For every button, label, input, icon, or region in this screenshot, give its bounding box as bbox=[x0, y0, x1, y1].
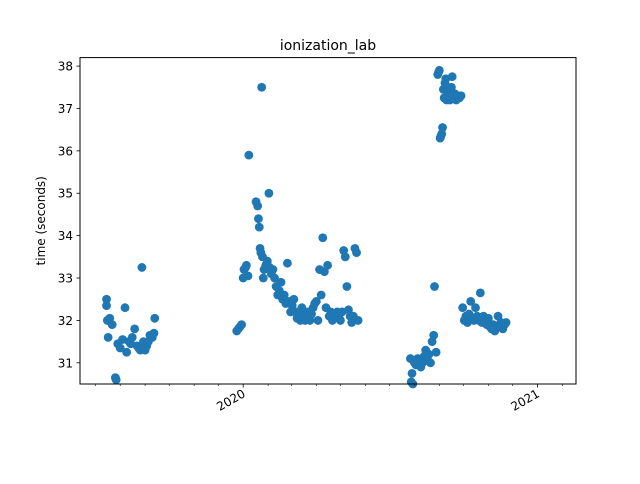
data-point bbox=[458, 303, 468, 313]
data-point bbox=[289, 294, 299, 304]
data-point bbox=[237, 320, 246, 330]
data-point bbox=[137, 263, 147, 272]
y-tick-label: 35 bbox=[58, 187, 73, 201]
y-tick-label: 38 bbox=[58, 60, 73, 74]
data-point bbox=[311, 296, 321, 306]
data-point bbox=[103, 332, 113, 342]
data-point bbox=[258, 273, 268, 283]
data-point bbox=[426, 358, 435, 368]
data-point bbox=[431, 347, 441, 357]
data-point bbox=[243, 271, 253, 281]
y-axis: 31 32 33 34 35 36 37 38 bbox=[58, 60, 80, 370]
y-tick-label: 32 bbox=[58, 314, 73, 328]
data-point bbox=[115, 343, 125, 353]
data-points bbox=[102, 65, 511, 389]
data-point bbox=[254, 222, 264, 232]
data-point bbox=[257, 82, 267, 92]
data-point bbox=[434, 65, 444, 75]
data-point bbox=[342, 282, 352, 291]
y-axis-label: time (seconds) bbox=[34, 176, 48, 265]
data-point bbox=[244, 150, 254, 160]
data-point bbox=[316, 290, 326, 300]
data-point bbox=[352, 248, 361, 257]
data-point bbox=[150, 313, 160, 323]
y-tick-label: 34 bbox=[58, 229, 73, 243]
data-point bbox=[447, 72, 457, 82]
data-point bbox=[424, 349, 434, 359]
data-point bbox=[102, 294, 111, 304]
data-point bbox=[111, 375, 121, 385]
data-point bbox=[254, 214, 263, 224]
data-point bbox=[323, 260, 332, 270]
plot-frame bbox=[79, 57, 577, 385]
data-point bbox=[264, 188, 274, 198]
data-point bbox=[340, 252, 350, 262]
data-point bbox=[466, 296, 476, 306]
data-point bbox=[318, 233, 328, 243]
data-point bbox=[279, 290, 289, 300]
data-point bbox=[483, 313, 493, 323]
data-point bbox=[102, 301, 111, 310]
y-tick-label: 33 bbox=[58, 272, 73, 286]
data-point bbox=[276, 277, 286, 287]
data-point bbox=[270, 273, 279, 283]
data-point bbox=[283, 258, 292, 268]
data-point bbox=[122, 347, 132, 357]
chart-title: ionization_lab bbox=[280, 38, 376, 54]
y-tick-label: 31 bbox=[58, 356, 73, 370]
data-point bbox=[120, 303, 130, 313]
data-point bbox=[353, 316, 363, 325]
data-point bbox=[430, 282, 439, 291]
data-point bbox=[107, 320, 117, 330]
data-point bbox=[336, 316, 345, 325]
data-point bbox=[407, 369, 417, 378]
data-point bbox=[471, 303, 480, 313]
data-point bbox=[456, 91, 466, 101]
data-point bbox=[130, 324, 140, 334]
data-point bbox=[313, 316, 323, 325]
data-point bbox=[268, 265, 278, 274]
data-point bbox=[438, 123, 447, 132]
data-point bbox=[253, 201, 263, 211]
y-tick-label: 37 bbox=[58, 102, 73, 116]
data-point bbox=[475, 288, 485, 298]
data-point bbox=[149, 328, 159, 338]
data-point bbox=[242, 260, 251, 270]
data-point bbox=[501, 318, 511, 327]
y-tick-label: 36 bbox=[58, 144, 73, 158]
data-point bbox=[429, 330, 439, 340]
data-point bbox=[127, 332, 137, 342]
